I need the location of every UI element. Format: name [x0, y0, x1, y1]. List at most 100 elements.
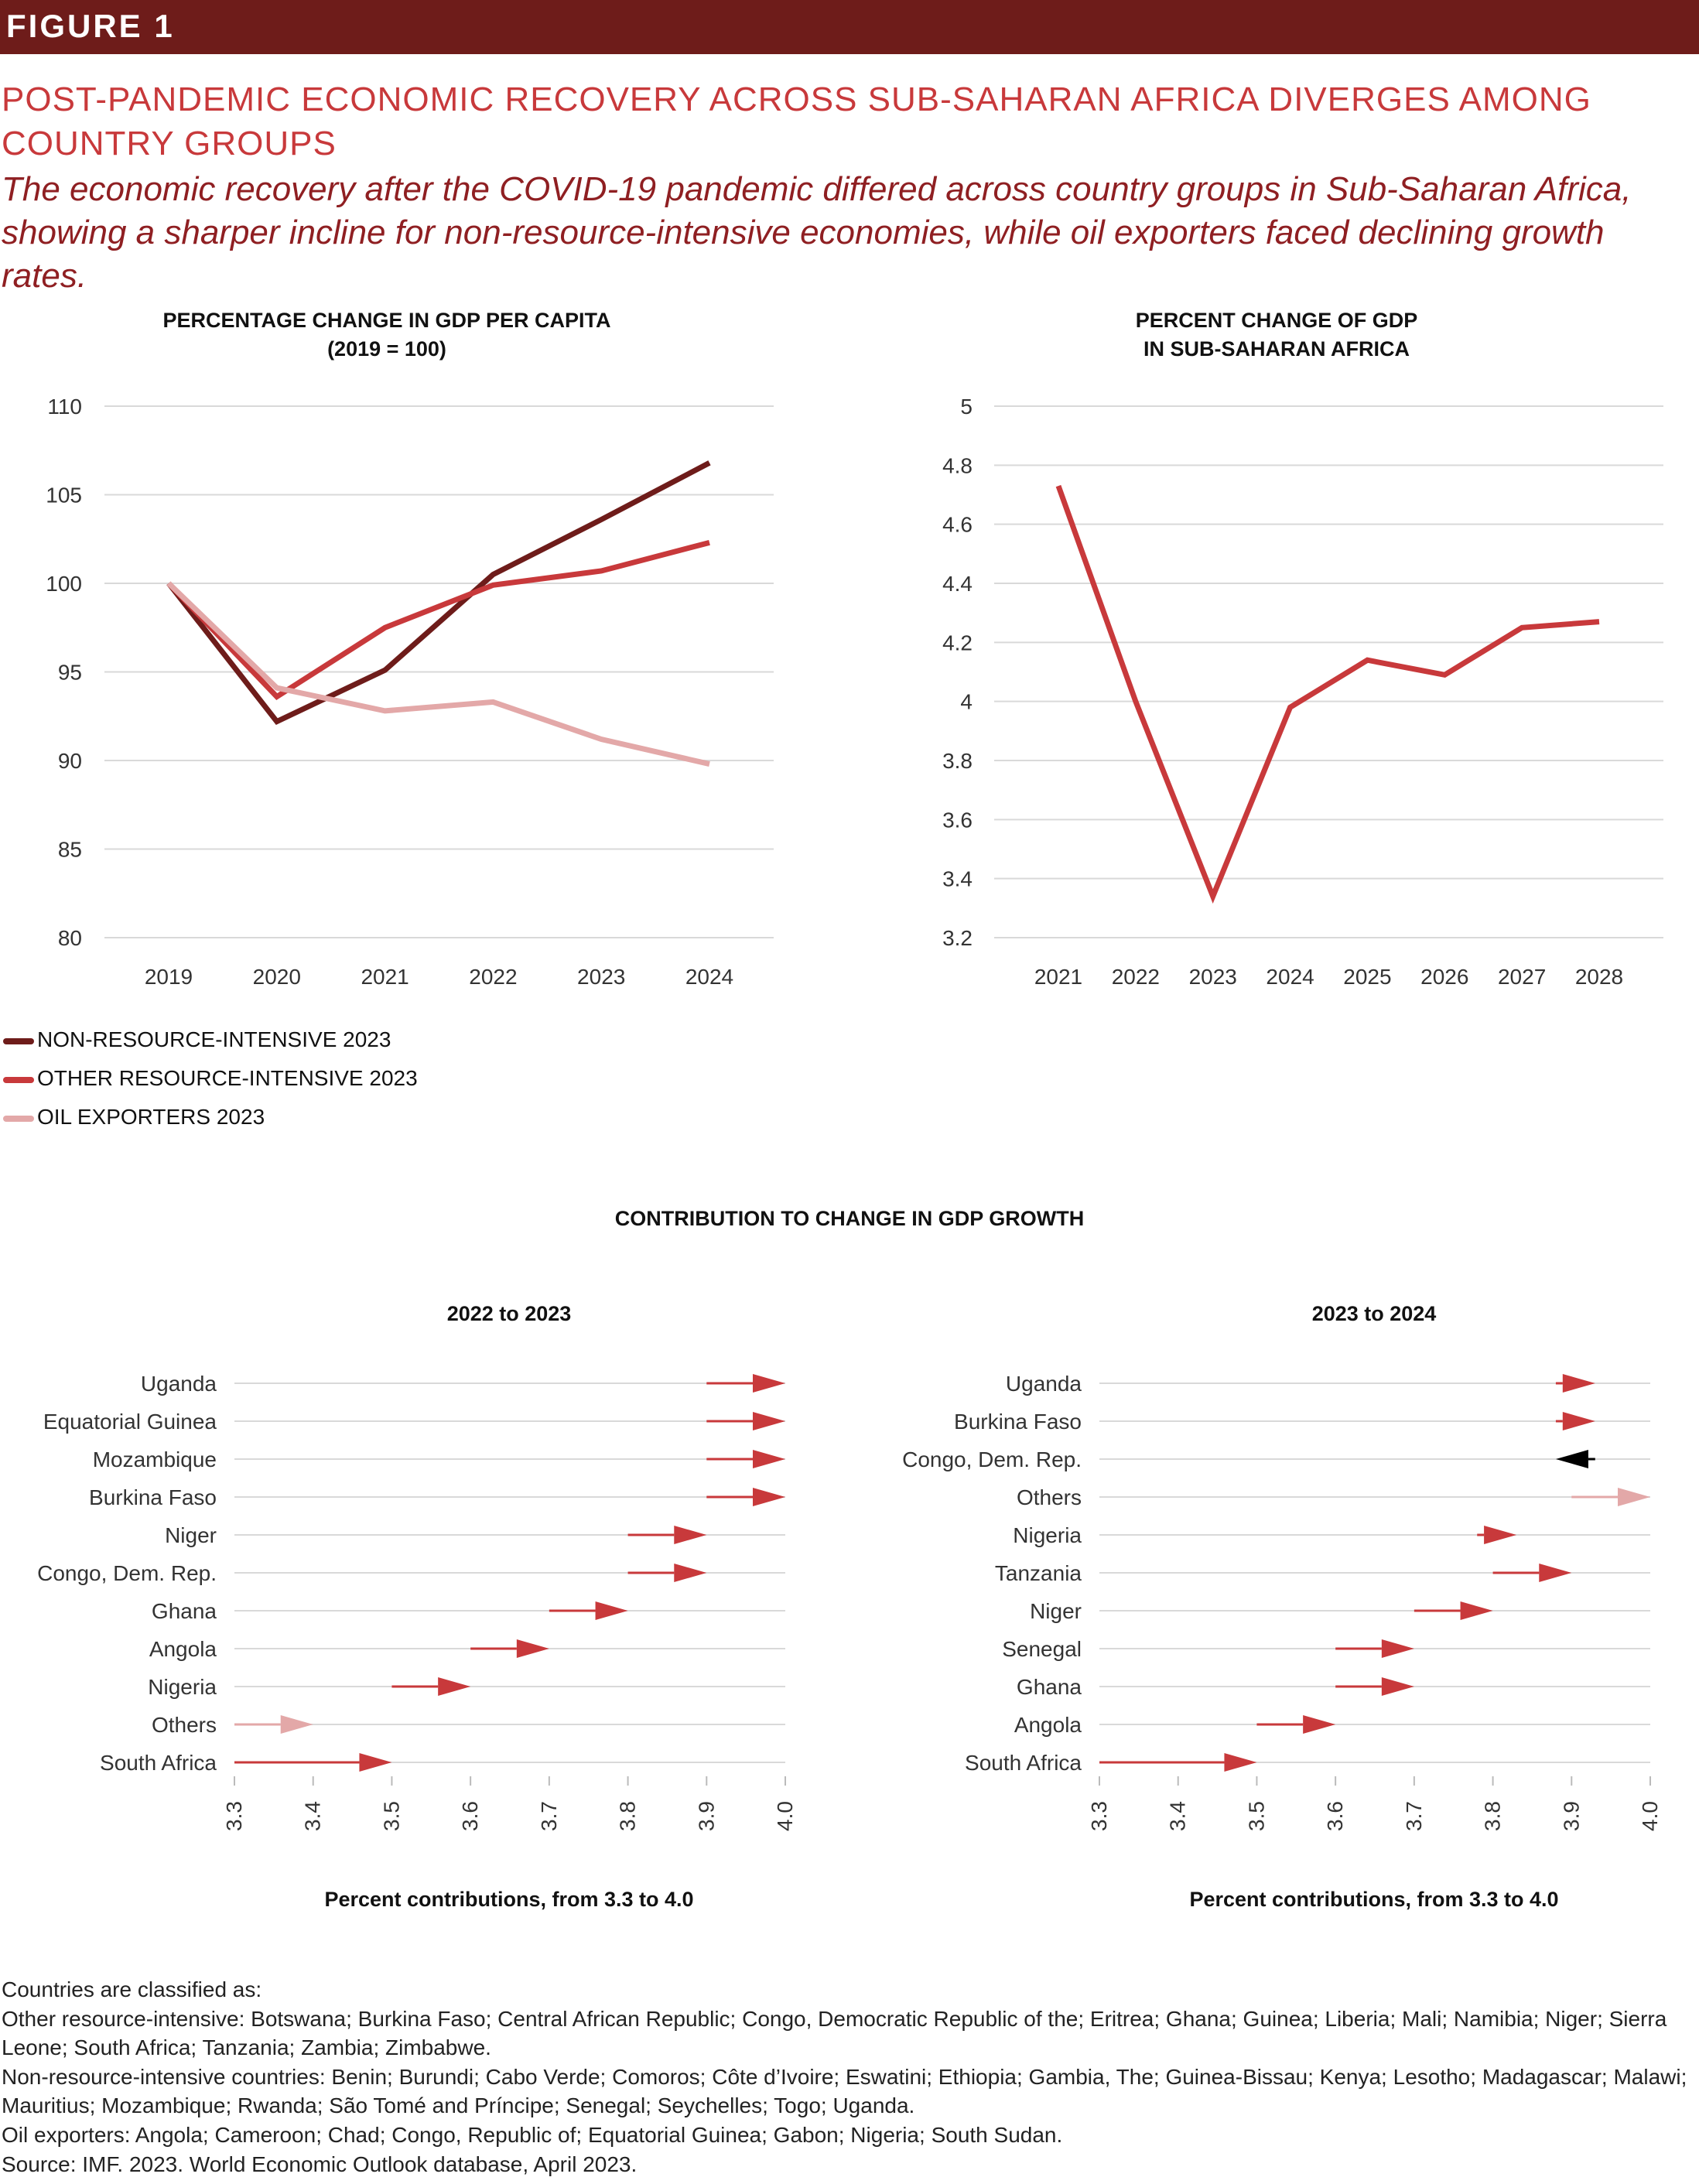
chart1-subtitle: (2019 = 100) — [327, 337, 446, 361]
chart4-arrow-head — [1303, 1715, 1336, 1734]
chart3-arrow-head — [674, 1564, 707, 1582]
chart4-title: 2023 to 2024 — [1311, 1302, 1437, 1325]
chart3-x-tick-label: 3.9 — [694, 1801, 718, 1831]
chart4-arrow-head — [1555, 1450, 1588, 1468]
chart1-series-line — [166, 460, 711, 725]
chart3-arrow-head — [753, 1412, 785, 1430]
chart1-y-tick-label: 95 — [58, 661, 82, 685]
chart3-arrow-head — [753, 1488, 785, 1506]
legend-label: OIL EXPORTERS 2023 — [37, 1105, 265, 1129]
legend-swatch — [3, 1116, 34, 1122]
chart1-series-line — [166, 539, 710, 701]
figure-label: FIGURE 1 — [6, 8, 175, 44]
chart1-x-tick-label: 2023 — [577, 965, 625, 989]
chart2-title: PERCENT CHANGE OF GDP — [1135, 309, 1418, 332]
chart4-x-tick-label: 3.4 — [1166, 1801, 1190, 1831]
chart4-x-tick-label: 3.9 — [1559, 1801, 1583, 1831]
chart4-arrow-head — [1460, 1601, 1493, 1620]
chart2-y-tick-label: 4.6 — [942, 513, 973, 537]
figure-banner: FIGURE 1 — [0, 0, 1699, 54]
chart4-x-tick-label: 3.6 — [1323, 1801, 1347, 1831]
footnote-other-resource: Other resource-intensive: Botswana; Burk… — [2, 2006, 1667, 2060]
chart3-x-tick-label: 3.7 — [537, 1801, 561, 1831]
chart3-row-label: Equatorial Guinea — [43, 1410, 217, 1434]
chart3-x-tick-label: 3.5 — [379, 1801, 403, 1831]
chart3-row-label: Burkina Faso — [89, 1485, 217, 1509]
chart1-title-block: PERCENTAGE CHANGE IN GDP PER CAPITA (201… — [77, 306, 696, 364]
chart2-x-tick-label: 2023 — [1189, 965, 1237, 989]
chart2-y-tick-label: 3.2 — [942, 926, 973, 950]
footnote-non-resource: Non-resource-intensive countries: Benin;… — [2, 2064, 1687, 2118]
chart3-x-tick-label: 4.0 — [773, 1801, 797, 1831]
chart4-xlabel: Percent contributions, from 3.3 to 4.0 — [1189, 1888, 1559, 1911]
chart3-row-label: Niger — [165, 1523, 217, 1547]
chart3-arrow-head — [438, 1677, 471, 1696]
chart4-arrow-head — [1224, 1753, 1257, 1772]
footnote-source: Source: IMF. 2023. World Economic Outloo… — [2, 2152, 638, 2176]
chart1-y-tick-label: 100 — [46, 572, 82, 596]
chart1-y-tick-label: 85 — [58, 838, 82, 862]
chart2-y-tick-label: 3.6 — [942, 808, 973, 832]
chart1-title: PERCENTAGE CHANGE IN GDP PER CAPITA — [162, 309, 611, 332]
footnote-intro: Countries are classified as: — [2, 1977, 262, 2001]
chart4-row-label: Niger — [1030, 1599, 1082, 1623]
chart4-x-tick-label: 3.3 — [1087, 1801, 1111, 1831]
chart3-row-label: Ghana — [152, 1599, 217, 1623]
chart2-y-tick-label: 4.8 — [942, 453, 973, 477]
chart4-row-label: Angola — [1014, 1713, 1082, 1737]
section-title: CONTRIBUTION TO CHANGE IN GDP GROWTH — [614, 1207, 1085, 1230]
chart4-x-tick-label: 4.0 — [1638, 1801, 1662, 1831]
figure-title: POST-PANDEMIC ECONOMIC RECOVERY ACROSS S… — [2, 80, 1591, 162]
chart3-row-label: Congo, Dem. Rep. — [37, 1561, 217, 1585]
chart2-title-block: PERCENT CHANGE OF GDP IN SUB-SAHARAN AFR… — [967, 306, 1586, 364]
chart1-y-tick-label: 80 — [58, 926, 82, 950]
chart2-y-tick-label: 4.4 — [942, 572, 973, 596]
chart1-x-tick-label: 2022 — [469, 965, 517, 989]
chart4-arrow-head — [1539, 1564, 1572, 1582]
chart2-x-tick-label: 2022 — [1112, 965, 1160, 989]
chart4-arrow-head — [1618, 1488, 1650, 1506]
chart4-arrow-head — [1562, 1374, 1595, 1393]
chart3-arrow-head — [359, 1753, 392, 1772]
chart2-subtitle: IN SUB-SAHARAN AFRICA — [1143, 337, 1410, 361]
chart3-x-tick-label: 3.4 — [301, 1801, 325, 1831]
footnotes: Countries are classified as: Other resou… — [2, 1975, 1696, 2179]
chart2-y-tick-label: 3.8 — [942, 749, 973, 773]
chart4-row-label: Ghana — [1017, 1675, 1082, 1699]
chart2-y-tick-label: 5 — [960, 395, 973, 419]
chart4-arrow-head — [1381, 1639, 1414, 1658]
chart1-x-tick-label: 2024 — [685, 965, 733, 989]
chart3-xlabel: Percent contributions, from 3.3 to 4.0 — [324, 1888, 694, 1911]
chart3-x-tick-label: 3.3 — [222, 1801, 246, 1831]
legend-label: NON-RESOURCE-INTENSIVE 2023 — [37, 1027, 391, 1051]
chart2-x-tick-label: 2026 — [1420, 965, 1468, 989]
chart4-x-tick-label: 3.5 — [1244, 1801, 1268, 1831]
chart2-x-tick-label: 2028 — [1575, 965, 1623, 989]
chart3-row-label: Mozambique — [93, 1447, 217, 1471]
chart3-x-tick-label: 3.8 — [616, 1801, 640, 1831]
chart3-row-label: South Africa — [100, 1751, 217, 1775]
chart1-y-tick-label: 90 — [58, 749, 82, 773]
chart4-arrow-head — [1381, 1677, 1414, 1696]
chart2-y-tick-label: 4.2 — [942, 631, 973, 655]
chart2-x-tick-label: 2025 — [1343, 965, 1391, 989]
chart3-arrow-head — [674, 1526, 707, 1544]
chart1-y-tick-label: 110 — [47, 395, 82, 419]
chart4-x-tick-label: 3.7 — [1402, 1801, 1426, 1831]
chart2-y-tick-label: 4 — [960, 690, 973, 714]
chart3-row-label: Nigeria — [148, 1675, 217, 1699]
chart1-x-tick-label: 2019 — [145, 965, 193, 989]
chart3-arrow-head — [516, 1639, 549, 1658]
chart3-arrow-head — [753, 1374, 785, 1393]
chart3-row-label: Uganda — [141, 1372, 217, 1396]
chart4-x-tick-label: 3.8 — [1481, 1801, 1505, 1831]
chart3-arrow-head — [280, 1715, 313, 1734]
chart2-y-tick-label: 3.4 — [942, 867, 973, 891]
legend-label: OTHER RESOURCE-INTENSIVE 2023 — [37, 1066, 418, 1090]
chart2-x-tick-label: 2024 — [1266, 965, 1314, 989]
chart4-row-label: Tanzania — [995, 1561, 1082, 1585]
chart4-row-label: Others — [1017, 1485, 1082, 1509]
figure-subtitle: The economic recovery after the COVID-19… — [2, 170, 1632, 295]
chart2-series-line — [1055, 484, 1600, 904]
chart4-row-label: Senegal — [1002, 1637, 1082, 1661]
